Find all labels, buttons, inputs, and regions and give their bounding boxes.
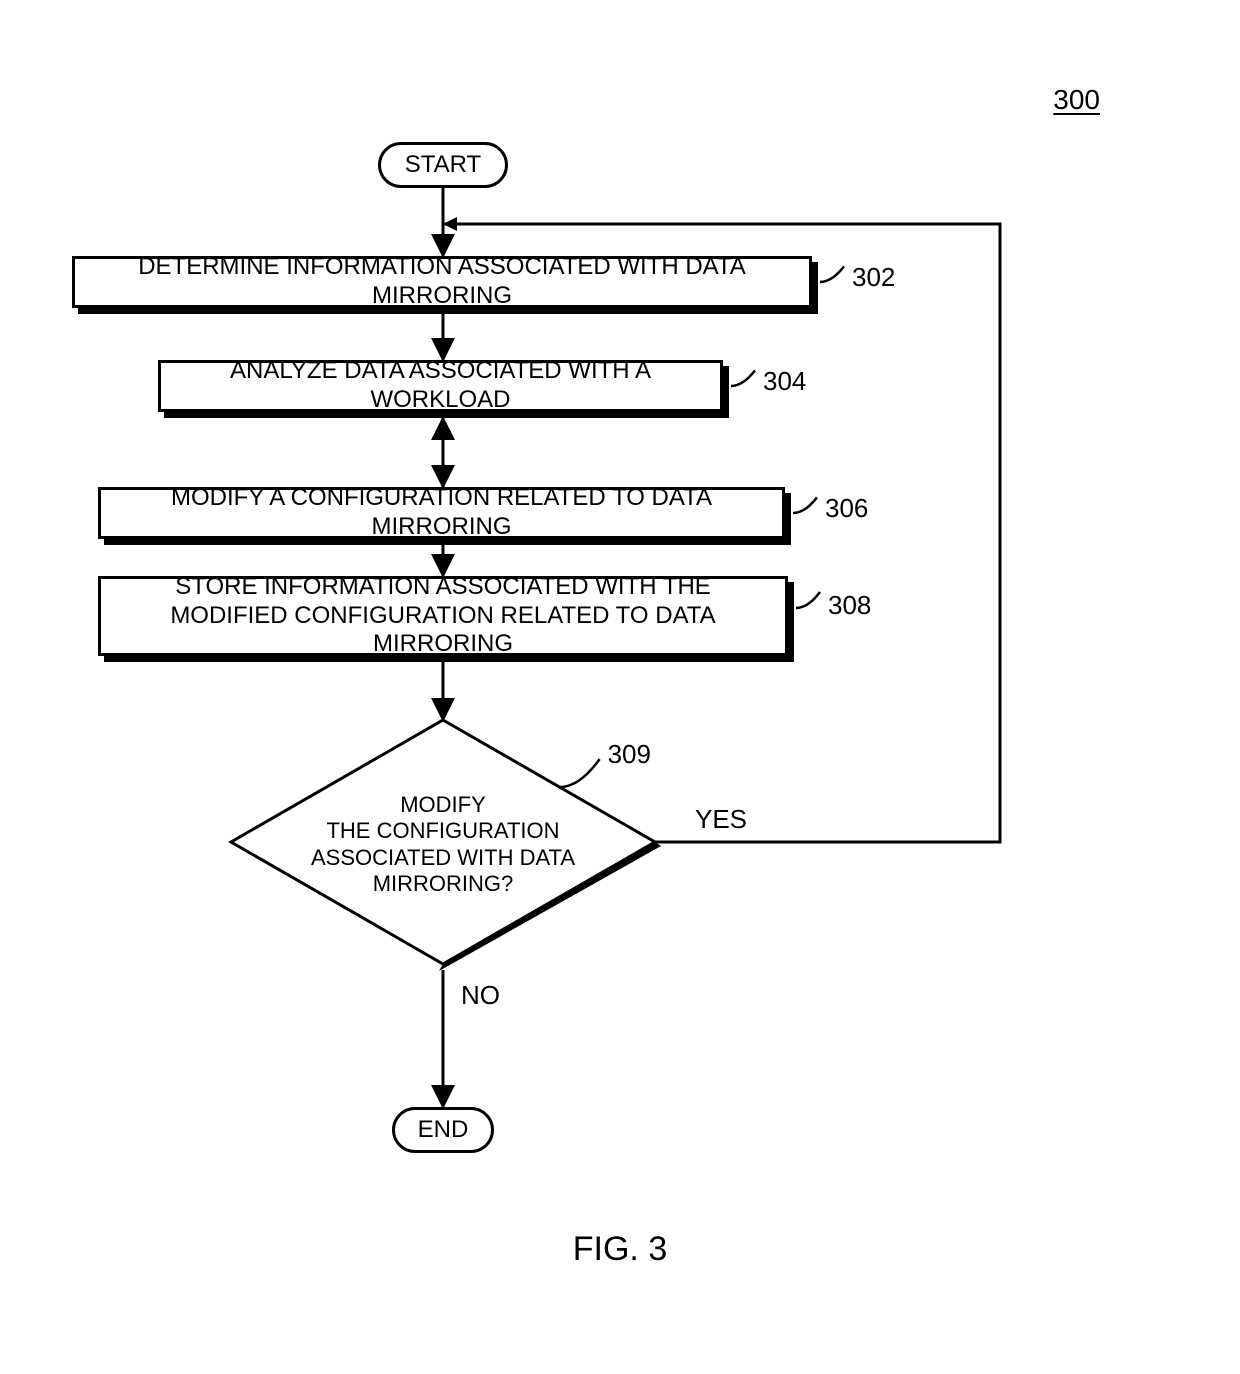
figure-number: 300 [1053, 84, 1100, 116]
ref-302: 302 [852, 262, 895, 293]
process-306: MODIFY A CONFIGURATION RELATED TO DATA M… [98, 487, 785, 539]
process-302-text: DETERMINE INFORMATION ASSOCIATED WITH DA… [89, 253, 795, 311]
decision-309-text: MODIFYTHE CONFIGURATIONASSOCIATED WITH D… [269, 792, 617, 898]
process-306-text: MODIFY A CONFIGURATION RELATED TO DATA M… [115, 484, 768, 542]
ref-304: 304 [763, 366, 806, 397]
process-302: DETERMINE INFORMATION ASSOCIATED WITH DA… [72, 256, 812, 308]
ref-308: 308 [828, 590, 871, 621]
connectors-svg [0, 0, 1240, 1374]
end-label: END [418, 1116, 469, 1144]
decision-yes-label: YES [695, 804, 747, 835]
ref-306: 306 [825, 493, 868, 524]
start-label: START [405, 151, 481, 179]
figure-caption: FIG. 3 [0, 1230, 1240, 1269]
flowchart-canvas: 300 START DETERMINE INFORMATION ASSOCIAT… [0, 0, 1240, 1374]
process-308-text: STORE INFORMATION ASSOCIATED WITH THE MO… [115, 573, 771, 659]
process-304: ANALYZE DATA ASSOCIATED WITH A WORKLOAD [158, 360, 723, 412]
decision-no-label: NO [461, 980, 500, 1011]
ref-309: 309 [608, 739, 651, 770]
end-terminator: END [392, 1107, 494, 1153]
start-terminator: START [378, 142, 508, 188]
process-308: STORE INFORMATION ASSOCIATED WITH THE MO… [98, 576, 788, 656]
process-304-text: ANALYZE DATA ASSOCIATED WITH A WORKLOAD [175, 357, 706, 415]
